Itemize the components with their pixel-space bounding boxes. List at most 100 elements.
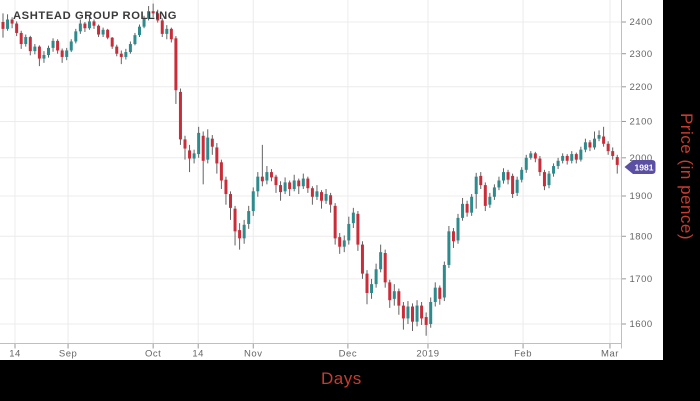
- candle[interactable]: [615, 157, 619, 165]
- candle[interactable]: [597, 135, 601, 139]
- candle[interactable]: [219, 162, 223, 181]
- candle[interactable]: [324, 194, 328, 201]
- candle[interactable]: [520, 169, 524, 180]
- candle[interactable]: [438, 287, 442, 299]
- candle[interactable]: [338, 237, 342, 247]
- candle[interactable]: [97, 25, 101, 35]
- candle[interactable]: [33, 46, 37, 52]
- candle[interactable]: [178, 91, 182, 140]
- candle[interactable]: [447, 231, 451, 265]
- candle[interactable]: [292, 180, 296, 189]
- candle[interactable]: [579, 149, 583, 160]
- candle[interactable]: [370, 284, 374, 294]
- candle[interactable]: [411, 306, 414, 322]
- candle[interactable]: [497, 180, 501, 188]
- candle[interactable]: [420, 305, 424, 319]
- candle[interactable]: [602, 136, 606, 144]
- candle[interactable]: [365, 273, 369, 294]
- candle[interactable]: [329, 195, 333, 205]
- candle[interactable]: [160, 20, 164, 34]
- candle[interactable]: [279, 185, 283, 193]
- candle[interactable]: [342, 240, 346, 247]
- candle[interactable]: [260, 176, 264, 182]
- candle[interactable]: [556, 160, 560, 167]
- candle[interactable]: [515, 179, 519, 193]
- candle[interactable]: [383, 253, 387, 283]
- candle[interactable]: [529, 153, 533, 158]
- candle[interactable]: [192, 153, 196, 159]
- candle[interactable]: [51, 40, 55, 48]
- candle[interactable]: [347, 223, 351, 241]
- candle[interactable]: [442, 264, 446, 298]
- candle[interactable]: [78, 23, 82, 32]
- candle[interactable]: [15, 23, 19, 33]
- candle[interactable]: [119, 53, 123, 57]
- candle[interactable]: [588, 142, 592, 148]
- candle[interactable]: [488, 196, 492, 205]
- candle[interactable]: [1, 22, 5, 29]
- candle[interactable]: [242, 224, 246, 239]
- candle[interactable]: [124, 52, 128, 57]
- candle[interactable]: [10, 19, 14, 24]
- candle[interactable]: [128, 44, 132, 53]
- candle[interactable]: [424, 317, 428, 325]
- candle[interactable]: [106, 29, 110, 38]
- candle[interactable]: [265, 172, 269, 181]
- candle[interactable]: [565, 155, 569, 161]
- candle[interactable]: [37, 46, 41, 59]
- candle[interactable]: [251, 191, 255, 212]
- candlestick-chart[interactable]: 2400 2300 2200 2100 2000 1900 1800 1700 1600 14 Se…: [0, 0, 663, 360]
- candle[interactable]: [101, 29, 105, 35]
- candle[interactable]: [351, 212, 355, 224]
- candle[interactable]: [92, 21, 96, 26]
- candle[interactable]: [165, 28, 169, 34]
- candle[interactable]: [574, 154, 578, 160]
- candle[interactable]: [415, 305, 419, 322]
- candle[interactable]: [456, 217, 460, 241]
- candle[interactable]: [297, 180, 301, 187]
- candle[interactable]: [169, 28, 173, 40]
- candle[interactable]: [215, 147, 219, 164]
- candle[interactable]: [379, 252, 383, 270]
- candle[interactable]: [570, 154, 574, 161]
- candle[interactable]: [333, 205, 337, 239]
- candle[interactable]: [360, 244, 364, 274]
- candle[interactable]: [19, 32, 23, 45]
- candle[interactable]: [533, 153, 537, 159]
- candle[interactable]: [156, 13, 160, 21]
- candle[interactable]: [142, 18, 146, 27]
- candle[interactable]: [151, 11, 155, 14]
- candle[interactable]: [197, 132, 201, 155]
- candle[interactable]: [583, 142, 587, 150]
- candle[interactable]: [315, 191, 319, 197]
- candle[interactable]: [87, 21, 91, 29]
- candle[interactable]: [538, 158, 542, 173]
- candle[interactable]: [133, 35, 137, 45]
- candle[interactable]: [374, 269, 378, 285]
- candle[interactable]: [274, 176, 278, 186]
- candle[interactable]: [138, 26, 141, 36]
- candle[interactable]: [60, 50, 64, 57]
- candle[interactable]: [256, 176, 260, 192]
- candle[interactable]: [502, 172, 505, 181]
- candle[interactable]: [74, 31, 78, 42]
- candle[interactable]: [183, 139, 187, 149]
- candle[interactable]: [611, 151, 615, 156]
- candle[interactable]: [511, 175, 515, 195]
- candle[interactable]: [593, 138, 596, 148]
- candle[interactable]: [506, 172, 510, 180]
- candle[interactable]: [552, 166, 556, 174]
- candle[interactable]: [115, 46, 119, 54]
- candle[interactable]: [310, 188, 314, 197]
- candle[interactable]: [301, 178, 305, 187]
- candle[interactable]: [451, 231, 455, 242]
- candle[interactable]: [28, 37, 32, 52]
- candle[interactable]: [429, 301, 433, 325]
- candle[interactable]: [56, 40, 60, 51]
- candle[interactable]: [606, 143, 610, 152]
- candle[interactable]: [388, 282, 392, 301]
- candle[interactable]: [24, 37, 28, 45]
- candle[interactable]: [483, 185, 487, 206]
- candle[interactable]: [238, 230, 242, 239]
- candle[interactable]: [110, 37, 114, 47]
